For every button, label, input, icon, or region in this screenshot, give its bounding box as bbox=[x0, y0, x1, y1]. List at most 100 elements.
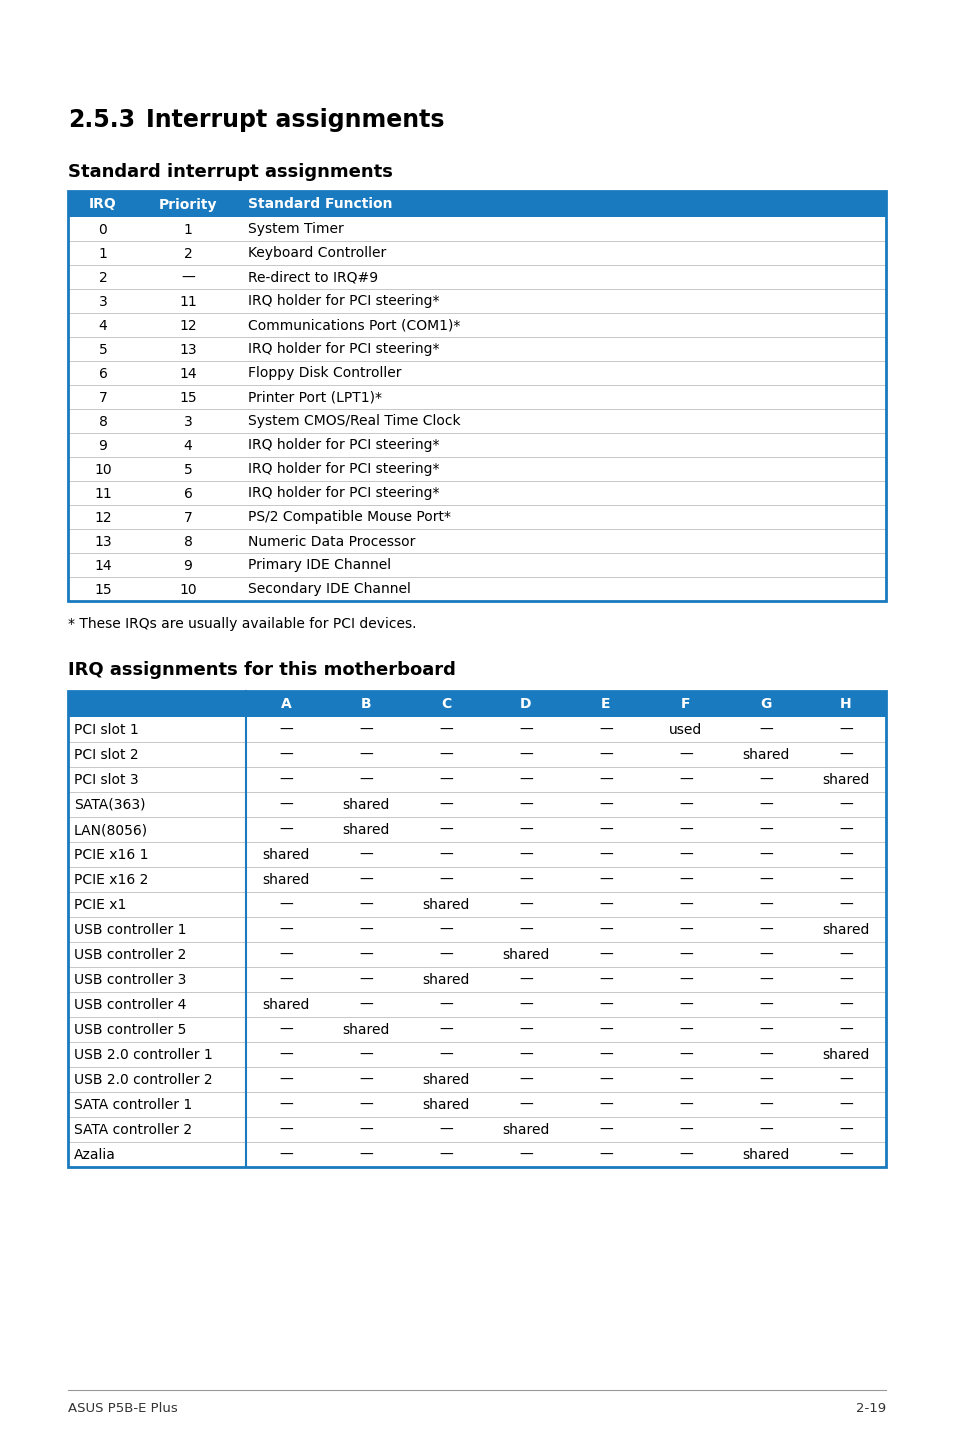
Text: shared: shared bbox=[422, 1099, 469, 1112]
Text: —: — bbox=[358, 1123, 373, 1137]
Text: SATA controller 1: SATA controller 1 bbox=[74, 1099, 193, 1112]
Text: E: E bbox=[600, 697, 610, 712]
Bar bbox=[68, 385, 885, 408]
Bar bbox=[68, 766, 885, 792]
Text: 1: 1 bbox=[183, 223, 193, 236]
Bar bbox=[68, 992, 885, 1017]
Text: —: — bbox=[358, 774, 373, 787]
Text: —: — bbox=[759, 923, 772, 938]
Text: —: — bbox=[518, 1148, 533, 1162]
Text: —: — bbox=[679, 873, 692, 887]
Text: shared: shared bbox=[502, 1123, 549, 1137]
Text: Keyboard Controller: Keyboard Controller bbox=[248, 246, 386, 260]
Text: USB 2.0 controller 1: USB 2.0 controller 1 bbox=[74, 1048, 213, 1063]
Text: 10: 10 bbox=[94, 463, 112, 476]
Text: —: — bbox=[598, 1148, 612, 1162]
Bar bbox=[68, 867, 885, 892]
Bar bbox=[68, 361, 885, 385]
Text: —: — bbox=[518, 774, 533, 787]
Text: —: — bbox=[679, 923, 692, 938]
Text: —: — bbox=[839, 948, 852, 962]
Text: —: — bbox=[839, 1123, 852, 1137]
Text: SATA(363): SATA(363) bbox=[74, 798, 146, 812]
Text: —: — bbox=[358, 723, 373, 738]
Text: USB 2.0 controller 2: USB 2.0 controller 2 bbox=[74, 1073, 213, 1087]
Text: —: — bbox=[679, 848, 692, 861]
Text: —: — bbox=[598, 1073, 612, 1087]
Text: —: — bbox=[438, 873, 453, 887]
Text: LAN(8056): LAN(8056) bbox=[74, 823, 148, 837]
Text: —: — bbox=[279, 1073, 293, 1087]
Text: used: used bbox=[669, 723, 702, 738]
Text: 8: 8 bbox=[98, 414, 108, 429]
Text: —: — bbox=[438, 1123, 453, 1137]
Text: 6: 6 bbox=[98, 367, 108, 381]
Bar bbox=[68, 289, 885, 313]
Text: IRQ holder for PCI steering*: IRQ holder for PCI steering* bbox=[248, 439, 439, 453]
Text: IRQ holder for PCI steering*: IRQ holder for PCI steering* bbox=[248, 486, 439, 500]
Text: 10: 10 bbox=[179, 582, 196, 597]
Bar bbox=[68, 1142, 885, 1168]
Text: Printer Port (LPT1)*: Printer Port (LPT1)* bbox=[248, 391, 381, 404]
Text: —: — bbox=[759, 798, 772, 812]
Text: shared: shared bbox=[741, 748, 789, 762]
Text: shared: shared bbox=[262, 873, 310, 887]
Text: —: — bbox=[438, 823, 453, 837]
Bar bbox=[68, 1091, 885, 1117]
Bar bbox=[68, 529, 885, 554]
Text: —: — bbox=[518, 848, 533, 861]
Bar bbox=[68, 942, 885, 966]
Text: 5: 5 bbox=[183, 463, 193, 476]
Text: 4: 4 bbox=[183, 439, 193, 453]
Text: —: — bbox=[598, 848, 612, 861]
Text: shared: shared bbox=[821, 774, 869, 787]
Bar bbox=[68, 191, 885, 217]
Text: —: — bbox=[518, 1022, 533, 1037]
Text: Communications Port (COM1)*: Communications Port (COM1)* bbox=[248, 318, 460, 332]
Text: —: — bbox=[279, 1123, 293, 1137]
Text: —: — bbox=[759, 1022, 772, 1037]
Text: shared: shared bbox=[262, 998, 310, 1012]
Text: —: — bbox=[839, 1148, 852, 1162]
Text: 5: 5 bbox=[98, 342, 108, 357]
Text: PCIE x16 1: PCIE x16 1 bbox=[74, 848, 149, 861]
Bar bbox=[68, 966, 885, 992]
Text: —: — bbox=[518, 974, 533, 986]
Text: —: — bbox=[759, 848, 772, 861]
Bar bbox=[68, 336, 885, 361]
Text: —: — bbox=[598, 1123, 612, 1137]
Text: —: — bbox=[759, 998, 772, 1012]
Text: —: — bbox=[679, 1048, 692, 1063]
Text: —: — bbox=[759, 1048, 772, 1063]
Text: Standard interrupt assignments: Standard interrupt assignments bbox=[68, 162, 393, 181]
Text: —: — bbox=[759, 1099, 772, 1112]
Text: —: — bbox=[598, 774, 612, 787]
Text: —: — bbox=[679, 774, 692, 787]
Bar bbox=[68, 843, 885, 867]
Text: USB controller 3: USB controller 3 bbox=[74, 974, 186, 986]
Text: —: — bbox=[518, 723, 533, 738]
Text: Azalia: Azalia bbox=[74, 1148, 115, 1162]
Text: IRQ: IRQ bbox=[89, 197, 117, 211]
Text: —: — bbox=[759, 1073, 772, 1087]
Text: —: — bbox=[598, 1022, 612, 1037]
Text: —: — bbox=[759, 897, 772, 912]
Text: —: — bbox=[358, 897, 373, 912]
Text: 7: 7 bbox=[183, 510, 193, 525]
Text: USB controller 4: USB controller 4 bbox=[74, 998, 186, 1012]
Text: IRQ holder for PCI steering*: IRQ holder for PCI steering* bbox=[248, 295, 439, 309]
Text: H: H bbox=[840, 697, 851, 712]
Text: —: — bbox=[598, 748, 612, 762]
Text: —: — bbox=[839, 1099, 852, 1112]
Text: B: B bbox=[360, 697, 371, 712]
Bar bbox=[68, 217, 885, 242]
Text: —: — bbox=[679, 798, 692, 812]
Text: IRQ holder for PCI steering*: IRQ holder for PCI steering* bbox=[248, 463, 439, 476]
Text: —: — bbox=[438, 774, 453, 787]
Text: —: — bbox=[438, 998, 453, 1012]
Text: —: — bbox=[598, 998, 612, 1012]
Text: —: — bbox=[759, 948, 772, 962]
Text: —: — bbox=[839, 974, 852, 986]
Bar bbox=[68, 892, 885, 917]
Bar bbox=[68, 577, 885, 601]
